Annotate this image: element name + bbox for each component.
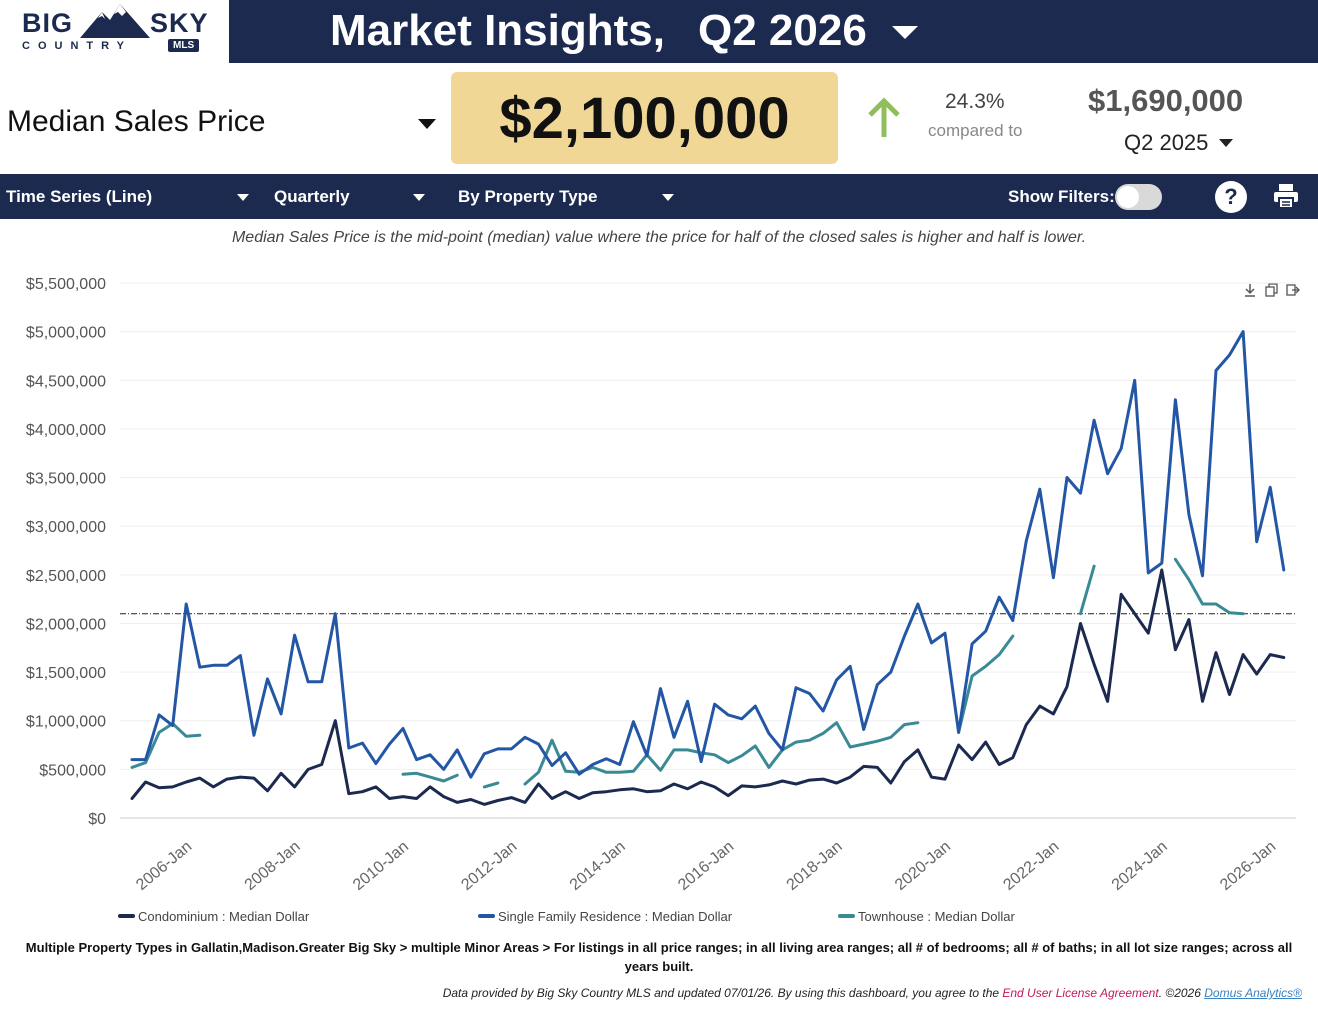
y-tick-label: $0 — [88, 811, 106, 828]
credits: Data provided by Big Sky Country MLS and… — [0, 986, 1302, 1000]
header-bar: BIG SKY COUNTRY MLS Market Insights, Q2 … — [0, 0, 1318, 63]
x-tick-label: 2020-Jan — [892, 838, 954, 894]
legend-label: Townhouse : Median Dollar — [858, 909, 1015, 924]
chevron-down-icon[interactable] — [662, 194, 674, 201]
toggle-knob — [1117, 186, 1139, 208]
x-tick-label: 2016-Jan — [675, 838, 737, 894]
y-tick-label: $4,500,000 — [26, 373, 106, 390]
series-line — [130, 568, 1286, 806]
print-icon[interactable] — [1273, 183, 1299, 209]
y-tick-label: $2,000,000 — [26, 616, 106, 633]
page-title: Market Insights, — [330, 6, 665, 55]
y-tick-label: $3,500,000 — [26, 471, 106, 488]
y-tick-label: $1,500,000 — [26, 665, 106, 682]
chart-type-select[interactable]: Time Series (Line) — [6, 187, 153, 206]
x-tick-label: 2022-Jan — [1000, 838, 1062, 894]
filter-footnote: Multiple Property Types in Gallatin,Madi… — [25, 940, 1293, 974]
series-line — [130, 557, 1245, 789]
x-tick-label: 2010-Jan — [350, 838, 412, 894]
metric-definition: Median Sales Price is the mid-point (med… — [231, 229, 1087, 246]
y-tick-label: $500,000 — [39, 762, 106, 779]
x-tick-label: 2026-Jan — [1217, 838, 1279, 894]
x-tick-label: 2008-Jan — [242, 838, 304, 894]
toolbar: Time Series (Line) Quarterly By Property… — [0, 174, 1318, 219]
x-tick-label: 2024-Jan — [1109, 838, 1171, 894]
metric-value-box: $2,100,000 — [451, 72, 838, 164]
median-price-line-chart: $0 $500,000 $1,000,000 $1,500,000 $2,000,000… — [26, 276, 1296, 924]
metric-select[interactable]: Median Sales Price — [7, 105, 266, 138]
show-filters-label: Show Filters: — [1008, 187, 1115, 206]
grouping-select[interactable]: By Property Type — [458, 187, 598, 206]
copyright-text: . ©2026 — [1158, 986, 1205, 1000]
y-tick-label: $2,500,000 — [26, 568, 106, 585]
series-line — [130, 330, 1286, 779]
logo: BIG SKY COUNTRY MLS — [0, 0, 229, 63]
compared-to-label: compared to — [928, 121, 1023, 140]
logo-big-text: BIG — [22, 8, 74, 38]
chevron-down-icon[interactable] — [1219, 139, 1233, 147]
chevron-down-icon[interactable] — [892, 26, 918, 39]
legend-label: Condominium : Median Dollar — [138, 909, 310, 924]
prior-value: $1,690,000 — [1088, 83, 1244, 118]
x-tick-label: 2006-Jan — [133, 838, 195, 894]
export-icon[interactable] — [1286, 283, 1300, 297]
x-tick-label: 2014-Jan — [567, 838, 629, 894]
percent-change: 24.3% — [945, 90, 1005, 113]
arrow-up-icon — [868, 97, 900, 137]
logo-mls-badge: MLS — [168, 39, 200, 52]
logo-sky-text: SKY — [150, 8, 209, 38]
credits-text: Data provided by Big Sky Country MLS and… — [442, 986, 1003, 1000]
chevron-down-icon[interactable] — [413, 194, 425, 201]
legend-label: Single Family Residence : Median Dollar — [498, 909, 733, 924]
y-tick-label: $5,500,000 — [26, 276, 106, 293]
show-filters-toggle[interactable] — [1115, 184, 1162, 210]
quarter-select[interactable]: Q2 2026 — [698, 6, 867, 55]
domus-link[interactable]: Domus Analytics® — [1204, 986, 1302, 1000]
y-tick-label: $4,000,000 — [26, 422, 106, 439]
copy-icon[interactable] — [1265, 283, 1279, 297]
y-tick-label: $5,000,000 — [26, 325, 106, 342]
help-button[interactable]: ? — [1215, 181, 1247, 213]
y-tick-label: $3,000,000 — [26, 519, 106, 536]
mountain-icon — [80, 4, 150, 38]
period-select[interactable]: Quarterly — [274, 187, 350, 206]
x-tick-label: 2012-Jan — [458, 838, 520, 894]
y-tick-label: $1,000,000 — [26, 714, 106, 731]
prior-quarter-select[interactable]: Q2 2025 — [1124, 130, 1209, 155]
eula-link[interactable]: End User License Agreement — [1002, 986, 1159, 1000]
chevron-down-icon[interactable] — [418, 119, 436, 129]
x-tick-label: 2018-Jan — [784, 838, 846, 894]
chevron-down-icon[interactable] — [237, 194, 249, 201]
logo-country-text: COUNTRY — [22, 40, 132, 52]
download-icon[interactable] — [1243, 283, 1257, 297]
metric-value: $2,100,000 — [499, 85, 790, 151]
